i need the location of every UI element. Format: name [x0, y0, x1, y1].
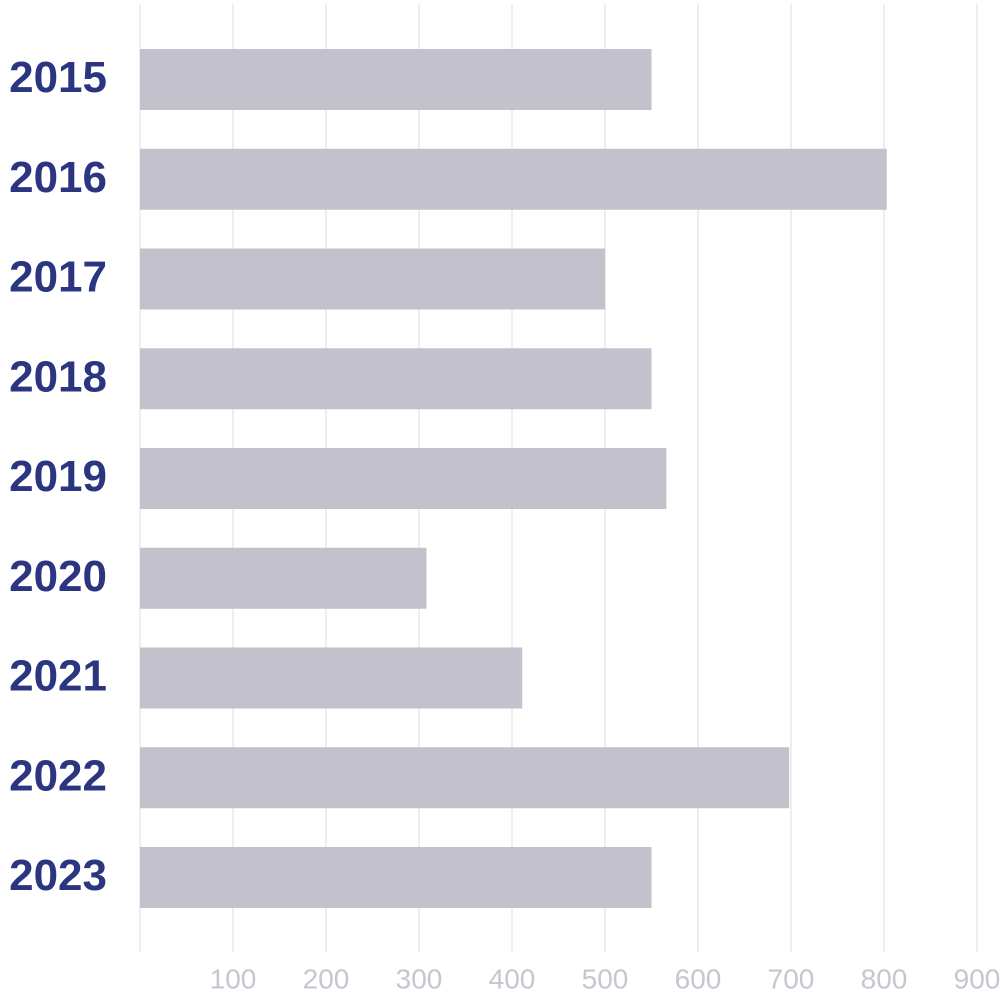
category-label: 2018	[9, 352, 107, 401]
bar-2020	[140, 547, 427, 609]
category-label: 2016	[9, 153, 107, 202]
x-tick-label: 700	[768, 963, 815, 994]
category-label: 2019	[9, 452, 107, 501]
bar-2017	[140, 248, 605, 310]
x-tick-label: 900	[954, 963, 1000, 994]
x-tick-label: 100	[210, 963, 257, 994]
bar-2018	[140, 348, 652, 410]
bar-2023	[140, 847, 652, 908]
x-tick-label: 500	[582, 963, 629, 994]
category-label: 2015	[9, 53, 107, 102]
x-tick-label: 300	[396, 963, 443, 994]
bar-2016	[140, 148, 887, 210]
x-tick-label: 800	[861, 963, 908, 994]
bar-2021	[140, 647, 523, 709]
bar-2022	[140, 747, 790, 809]
bar-2015	[140, 49, 652, 110]
x-tick-label: 400	[489, 963, 536, 994]
category-labels: 2015 2016 2017 2018 2019 2020 2021 2022 2023	[9, 53, 107, 900]
category-label: 2020	[9, 552, 107, 601]
x-tick-label: 200	[303, 963, 350, 994]
category-label: 2022	[9, 751, 107, 800]
bars	[140, 49, 887, 908]
category-label: 2023	[9, 851, 107, 900]
bar-2019	[140, 448, 667, 509]
x-axis-tick-labels: 100 200 300 400 500 600 700 800 900	[210, 963, 1000, 994]
category-label: 2021	[9, 652, 107, 701]
x-tick-label: 600	[675, 963, 722, 994]
category-label: 2017	[9, 253, 107, 302]
